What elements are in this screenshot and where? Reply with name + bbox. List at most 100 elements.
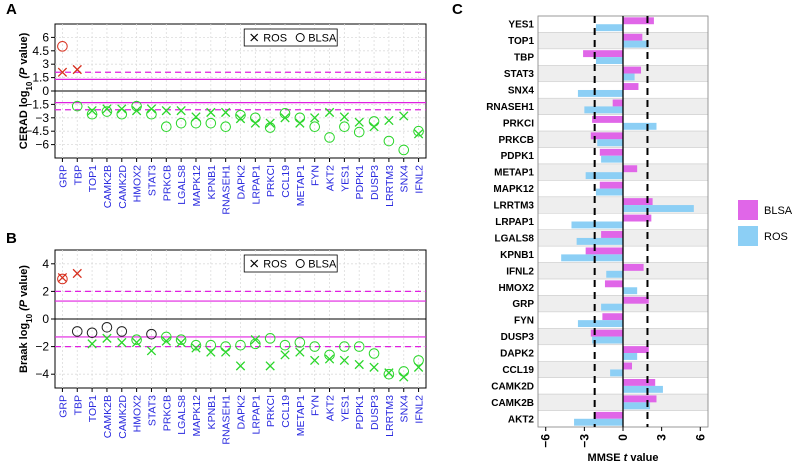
legend-box [243, 254, 338, 273]
gene-label: IFNL2 [414, 395, 426, 424]
blsa-point [235, 109, 246, 121]
ros-point [324, 354, 335, 364]
gene-label: PRKCB [161, 165, 173, 201]
bar-blsa [623, 17, 654, 25]
bar-blsa [623, 214, 652, 222]
legend-box [243, 28, 338, 47]
gene-label: HMOX2 [132, 395, 144, 433]
blsa-point [324, 132, 335, 143]
blsa-point [398, 144, 410, 156]
ros-point [265, 361, 275, 371]
ros-point [131, 105, 142, 116]
y-axis-title-italic: (P [18, 299, 30, 314]
gene-label: TOP1 [87, 165, 99, 192]
category-label: DAPK2 [500, 349, 534, 360]
gene-label: LRPAP1 [250, 165, 262, 205]
legend-blsa-label: BLSA [764, 205, 793, 217]
ros-point [72, 64, 82, 75]
ros-point [221, 107, 231, 118]
x-axis-title-tail: value [627, 452, 658, 464]
ros-point [384, 115, 394, 126]
y-tick-label: −2 [35, 340, 49, 354]
blsa-point [205, 117, 217, 129]
x-axis-title: MMSE t value [588, 452, 659, 464]
ros-point [146, 104, 157, 114]
gene-label: GRP [57, 165, 69, 188]
x-tick-label: −6 [539, 434, 553, 448]
blsa-point [71, 326, 83, 337]
gene-label: KPNB1 [206, 165, 218, 200]
ros-point [324, 107, 335, 118]
category-label: STAT3 [504, 69, 535, 80]
gene-label: SNX4 [399, 165, 411, 193]
blsa-point [190, 339, 202, 351]
legend-ros-marker [250, 33, 259, 42]
blsa-point [175, 334, 187, 346]
y-tick-label: 4 [42, 257, 49, 271]
bar-ros [623, 205, 694, 212]
ros-point [280, 113, 290, 123]
bar-ros [592, 336, 623, 344]
y-axis-title-tail: value) [18, 265, 30, 300]
gene-label: CAMK2D [117, 395, 129, 439]
legend-blsa-swatch [738, 200, 758, 220]
ros-point [191, 112, 201, 122]
gene-label: TBP [72, 165, 84, 185]
y-axis-title-subscript: 10 [25, 313, 34, 322]
gene-label: LRRTM3 [384, 395, 396, 437]
gene-label: LGALS8 [176, 165, 188, 205]
x-tick-label: 0 [616, 434, 630, 441]
ros-point [399, 372, 409, 382]
gene-label: KPNB1 [206, 395, 218, 430]
gene-label: HMOX2 [132, 165, 144, 203]
gene-label: DAPK2 [236, 395, 248, 430]
ros-point [87, 105, 97, 116]
bar-ros [623, 40, 649, 48]
blsa-point [101, 106, 113, 117]
bar-blsa [592, 115, 623, 123]
ros-point [384, 368, 394, 378]
ros-point [265, 118, 275, 128]
gene-label: CAMK2D [117, 165, 129, 209]
y-tick-label: −1.5 [25, 97, 49, 111]
blsa-point [383, 368, 395, 380]
blsa-point [190, 117, 202, 129]
gene-label: METAP1 [295, 395, 307, 436]
gene-label: AKT2 [325, 165, 337, 191]
y-tick-label: 0 [42, 312, 49, 326]
category-label: DUSP3 [501, 332, 535, 343]
y-tick-label: 1.5 [32, 71, 49, 85]
ros-point [399, 111, 409, 121]
category-label: SNX4 [508, 85, 535, 96]
category-label: TOP1 [508, 36, 534, 47]
x-tick-label: 3 [655, 434, 669, 441]
bar-blsa [623, 83, 639, 90]
gene-label: SNX4 [399, 395, 411, 423]
ros-point [146, 346, 157, 356]
bar-blsa [623, 165, 638, 173]
ros-point [131, 337, 142, 348]
legend-blsa-label: BLSA [308, 259, 337, 271]
bar-blsa [623, 263, 644, 271]
y-axis-title: Braak log10 (P value) [18, 265, 34, 373]
ros-point [339, 355, 350, 366]
ros-point [117, 337, 127, 348]
blsa-point [339, 121, 350, 133]
blsa-point [205, 339, 217, 351]
blsa-point [175, 117, 187, 129]
legend-blsa-marker [295, 33, 305, 42]
y-tick-label: 4.5 [32, 44, 49, 58]
category-label: LRPAP1 [495, 217, 534, 228]
bar-ros [623, 122, 657, 130]
blsa-point [86, 108, 98, 120]
blsa-point [413, 125, 424, 137]
y-axis-title-tail: value) [18, 32, 30, 67]
gene-label: PRKCI [265, 165, 277, 197]
gene-label: PRKCI [265, 395, 277, 427]
y-axis-title-subscript: 10 [25, 81, 34, 90]
category-label: CAMK2B [491, 398, 534, 409]
bar-ros [577, 320, 623, 328]
legend-ros-label: ROS [263, 259, 287, 271]
